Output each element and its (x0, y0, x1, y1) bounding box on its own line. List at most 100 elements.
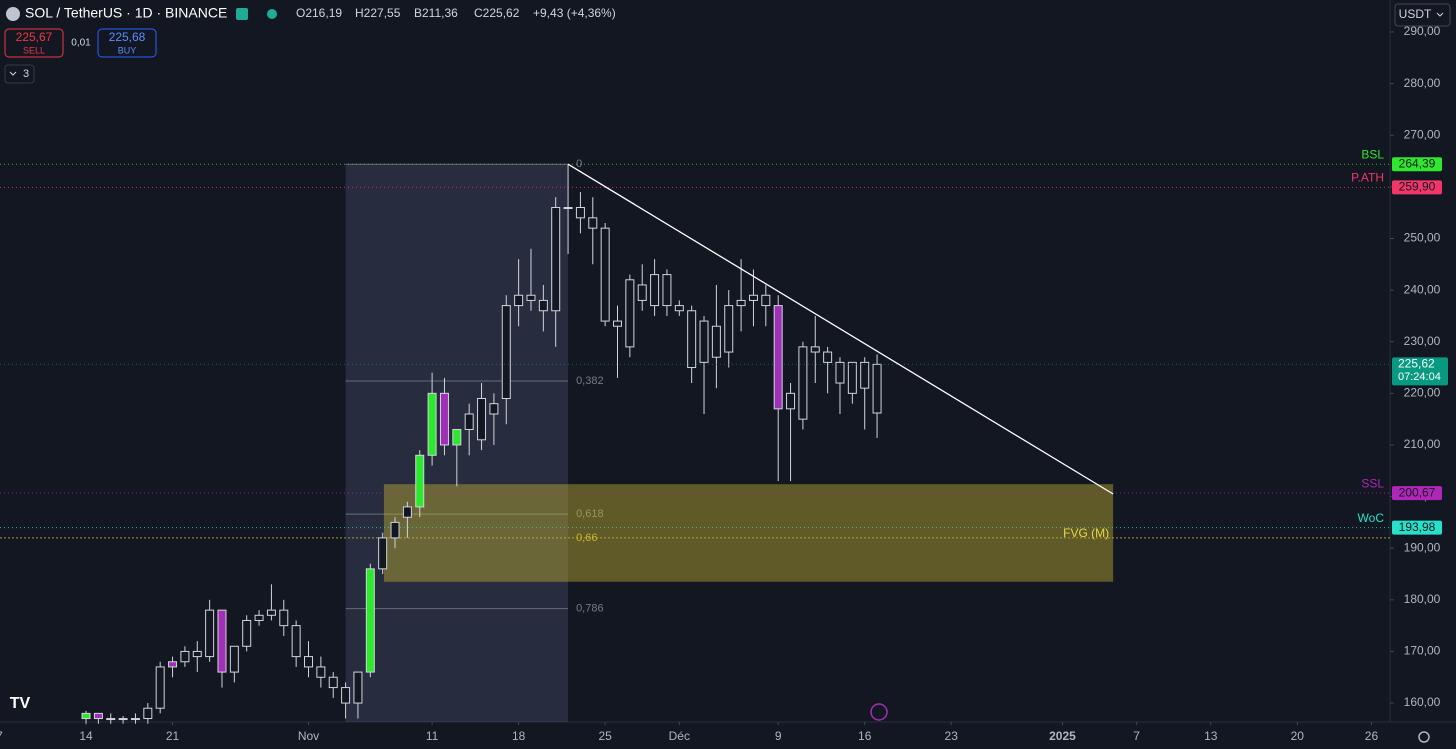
candle-body (501, 305, 511, 400)
candle-body (365, 568, 375, 673)
candle-body (563, 207, 573, 210)
level-value: 200,67 (1399, 485, 1436, 499)
trendline (567, 163, 1114, 495)
candle-body (736, 299, 746, 307)
fvg-zone (383, 484, 1114, 582)
x-tick-label: 9 (775, 729, 782, 743)
x-tick-label: 2025 (1049, 729, 1076, 743)
symbol-icon (6, 7, 20, 21)
logo: TV (10, 695, 31, 712)
candle-body (328, 676, 338, 689)
candle-body (699, 320, 709, 363)
candle-body (192, 650, 202, 658)
last-price-value: 225,62 (1398, 357, 1435, 371)
candle-body (118, 718, 128, 721)
level-name: BSL (1361, 147, 1384, 161)
fib-label: 0 (576, 158, 582, 170)
chevron (9, 71, 17, 76)
sell-price: 225,67 (16, 30, 53, 44)
candle-body (254, 614, 264, 621)
candle-body (711, 325, 721, 358)
candle-body (130, 718, 140, 721)
settings-icon[interactable] (1418, 731, 1430, 743)
x-tick-label: 7 (0, 729, 3, 743)
candle-body (674, 305, 684, 312)
candle-body (155, 666, 165, 709)
level-name: P.ATH (1351, 171, 1384, 185)
candle-body (452, 428, 462, 446)
x-tick-label: 7 (1133, 729, 1140, 743)
candle-body (316, 666, 326, 678)
fvg-label: FVG (M) (1063, 526, 1109, 540)
y-tick-label: 240,00 (1404, 282, 1441, 296)
indicator-toggle[interactable] (4, 64, 35, 84)
candle-body (761, 294, 771, 307)
fib-label: 0,382 (576, 375, 604, 387)
spread: 0,01 (71, 38, 91, 49)
last-price-badge (1392, 357, 1448, 386)
candle-body (341, 687, 351, 704)
candle-body (180, 650, 190, 663)
candle-body (724, 305, 734, 353)
level-name: SSL (1361, 476, 1384, 490)
candle-body (464, 413, 474, 430)
candle-body (229, 645, 239, 673)
candle-body (872, 363, 882, 414)
fib-label: 0,66 (576, 532, 597, 544)
status-icon (236, 8, 248, 20)
y-tick-label: 210,00 (1404, 437, 1441, 451)
candle-body (748, 294, 758, 301)
candle-body (662, 274, 672, 307)
currency-button[interactable] (1394, 3, 1451, 27)
candle-body (390, 521, 400, 539)
y-tick-label: 170,00 (1404, 644, 1441, 658)
x-tick-label: 23 (945, 729, 959, 743)
candle-body (637, 284, 647, 301)
indicator-count: 3 (23, 68, 29, 80)
x-tick-label: 21 (166, 729, 180, 743)
level-value: 259,90 (1399, 180, 1436, 194)
x-tick-label: 25 (598, 729, 612, 743)
candle-body (600, 227, 610, 322)
candle-body (625, 279, 635, 348)
candle-body (81, 712, 91, 720)
level-value: 193,98 (1399, 520, 1436, 534)
buy-label: BUY (118, 45, 137, 55)
candle-body (217, 609, 227, 673)
x-tick-label: Nov (298, 729, 319, 743)
x-tick-label: 20 (1291, 729, 1305, 743)
ohlc-high: H227,55 (355, 6, 401, 20)
candle-body (575, 207, 585, 219)
buy-button[interactable] (97, 28, 157, 58)
candle-body (514, 294, 524, 307)
candle-body (860, 361, 870, 389)
candle-body (415, 454, 425, 508)
fib-label: 0,618 (576, 508, 604, 520)
candle-body (773, 305, 783, 410)
level-badge (1392, 486, 1442, 501)
ohlc-low: B211,36 (414, 6, 458, 20)
candle-body (402, 506, 412, 518)
market-dot (267, 9, 277, 19)
sell-button[interactable] (4, 28, 64, 58)
candle-body (106, 718, 116, 721)
candle-body (378, 537, 388, 570)
candle-body (650, 274, 660, 307)
candle-body (205, 609, 215, 658)
candle-body (613, 320, 623, 327)
x-tick-label: 13 (1204, 729, 1218, 743)
y-tick-label: 180,00 (1404, 592, 1441, 606)
buy-price: 225,68 (109, 30, 146, 44)
candle-body (168, 661, 178, 668)
x-tick-label: 26 (1365, 729, 1379, 743)
ohlc-close: C225,62 (474, 6, 520, 20)
alert-icon[interactable] (870, 703, 888, 721)
candle-body (551, 207, 561, 312)
y-tick-label: 190,00 (1404, 540, 1441, 554)
sell-label: SELL (23, 45, 45, 55)
candle-body (477, 398, 487, 441)
level-badge (1392, 180, 1442, 195)
y-tick-label: 220,00 (1404, 386, 1441, 400)
